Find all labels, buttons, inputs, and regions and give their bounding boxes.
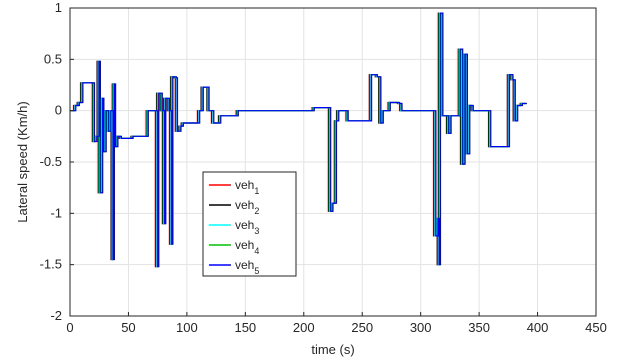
x-tick-label: 200 <box>293 320 315 335</box>
x-axis-ticks: 0 50 100 150 200 250 300 350 400 450 <box>66 312 607 335</box>
y-tick-label: -2 <box>50 308 62 323</box>
x-tick-label: 350 <box>468 320 490 335</box>
legend-label-veh-3: veh3 <box>235 218 259 236</box>
x-tick-label: 450 <box>585 320 607 335</box>
legend-label-subscript: 4 <box>254 246 259 256</box>
legend-label-veh-2: veh2 <box>235 198 259 216</box>
x-axis-label: time (s) <box>311 342 354 357</box>
y-axis-label: Lateral speed (Km/h) <box>15 101 30 222</box>
y-axis-ticks: -2 -1.5 -1 -0.5 0 0.5 1 <box>40 0 74 323</box>
legend-label-subscript: 5 <box>254 266 259 276</box>
legend-label-veh-1: veh1 <box>235 178 259 196</box>
y-tick-label: 0.5 <box>44 51 62 66</box>
y-tick-label: -1 <box>50 205 62 220</box>
x-tick-label: 100 <box>176 320 198 335</box>
y-tick-label: -0.5 <box>40 154 62 169</box>
legend-label-name: veh <box>235 238 254 252</box>
legend-label-veh-4: veh4 <box>235 238 259 256</box>
x-tick-label: 0 <box>66 320 73 335</box>
x-tick-label: 300 <box>410 320 432 335</box>
legend-label-subscript: 3 <box>254 226 259 236</box>
y-tick-label: 1 <box>55 0 62 15</box>
y-tick-label: -1.5 <box>40 257 62 272</box>
legend-label-name: veh <box>235 198 254 212</box>
x-tick-label: 250 <box>351 320 373 335</box>
legend-label-subscript: 1 <box>254 186 259 196</box>
legend-label-name: veh <box>235 218 254 232</box>
legend-box <box>202 171 297 277</box>
legend-label-subscript: 2 <box>254 206 259 216</box>
x-tick-label: 400 <box>527 320 549 335</box>
legend-label-name: veh <box>235 258 254 272</box>
legend-label-veh-5: veh5 <box>235 258 259 276</box>
x-tick-label: 50 <box>121 320 135 335</box>
legend-label-name: veh <box>235 178 254 192</box>
series-lines <box>70 12 527 268</box>
y-tick-label: 0 <box>55 103 62 118</box>
series-line-veh-5 <box>72 12 527 268</box>
x-tick-label: 150 <box>234 320 256 335</box>
